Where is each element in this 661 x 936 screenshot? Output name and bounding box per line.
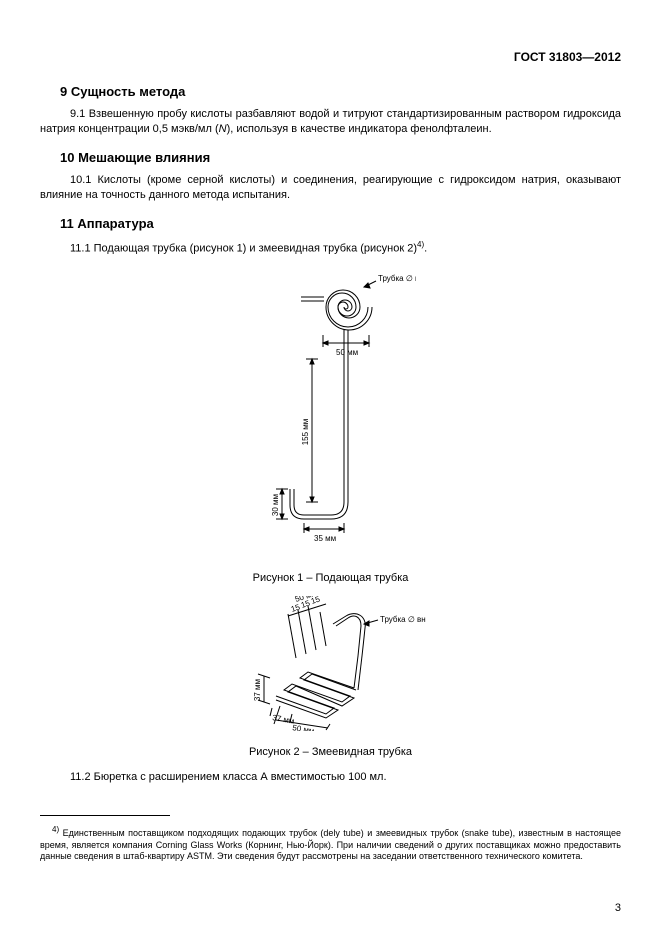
s9-p1-n: N	[219, 123, 227, 135]
s11-p1-a: 11.1 Подающая трубка (рисунок 1) и змеев…	[70, 242, 417, 254]
section-10-p1: 10.1 Кислоты (кроме серной кислоты) и со…	[40, 173, 621, 204]
figure-1-caption: Рисунок 1 – Подающая трубка	[40, 572, 621, 584]
section-11-p1: 11.1 Подающая трубка (рисунок 1) и змеев…	[70, 239, 621, 257]
footnote-separator	[40, 815, 170, 816]
fig1-label-155: 155 мм	[301, 418, 310, 445]
s11-p1-b: .	[424, 242, 427, 254]
doc-id: ГОСТ 31803—2012	[40, 50, 621, 64]
figure-2-svg: Трубка ∅ вн 4 мм 15 15 15 50 мм 50 мм 37…	[236, 596, 426, 731]
section-9-heading: 9 Сущность метода	[60, 84, 621, 99]
fig2-label-tube: Трубка ∅ вн 4 мм	[380, 615, 426, 624]
fig1-label-50: 50 мм	[336, 348, 358, 357]
figure-2: Трубка ∅ вн 4 мм 15 15 15 50 мм 50 мм 37…	[40, 596, 621, 736]
page-number: 3	[615, 902, 621, 914]
fig1-label-tube: Трубка ∅ вн 4 мм	[378, 274, 416, 283]
s9-p1-b: ), используя в качестве индикатора фенол…	[227, 123, 492, 135]
section-10-heading: 10 Мешающие влияния	[60, 150, 621, 165]
section-9-p1: 9.1 Взвешенную пробу кислоты разбавляют …	[40, 107, 621, 138]
footnote-text: Единственным поставщиком подходящих пода…	[40, 828, 621, 861]
footnote-4: 4) Единственным поставщиком подходящих п…	[40, 825, 621, 863]
section-11-heading: 11 Аппаратура	[60, 216, 621, 231]
figure-1: Трубка ∅ вн 4 мм 50 мм 155 мм 35 мм 30 м…	[40, 267, 621, 562]
section-11-p2: 11.2 Бюретка с расширением класса А вмес…	[70, 770, 621, 785]
figure-1-svg: Трубка ∅ вн 4 мм 50 мм 155 мм 35 мм 30 м…	[246, 267, 416, 557]
fig2-label-50: 50 мм	[291, 723, 314, 731]
fig2-label-37v: 37 мм	[253, 679, 262, 701]
fig1-label-35: 35 мм	[314, 534, 336, 543]
figure-2-caption: Рисунок 2 – Змеевидная трубка	[40, 746, 621, 758]
fig1-label-30: 30 мм	[271, 494, 280, 516]
